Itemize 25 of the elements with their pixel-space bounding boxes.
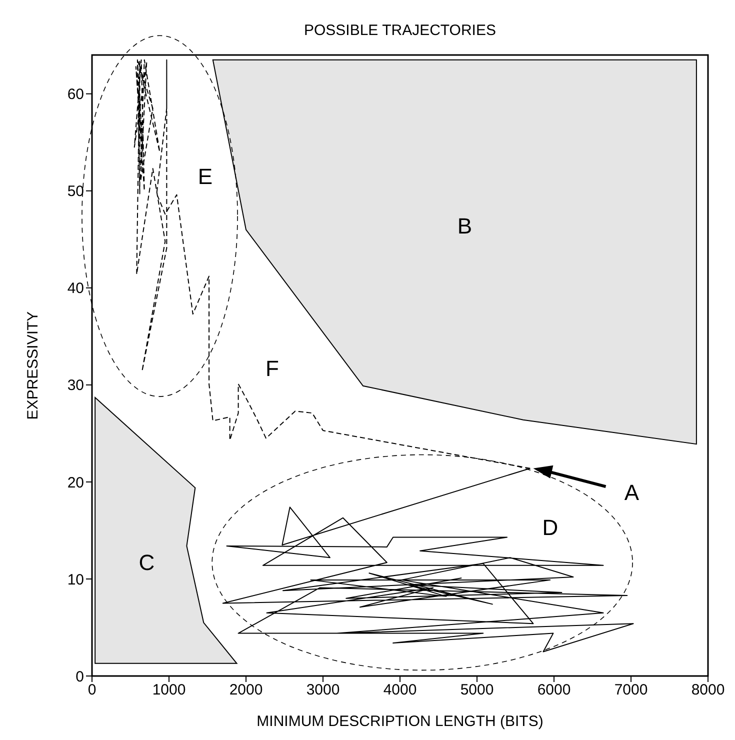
chart-title: POSSIBLE TRAJECTORIES <box>302 22 497 39</box>
annotation: D <box>542 515 558 540</box>
x-tick-label: 2000 <box>229 682 263 699</box>
y-tick-label: 20 <box>67 474 84 492</box>
x-tick-label: 1000 <box>152 682 186 699</box>
x-tick-label: 6000 <box>537 682 571 699</box>
x-axis-title: MINIMUM DESCRIPTION LENGTH (BITS) <box>256 713 544 730</box>
annotation: F <box>265 356 279 381</box>
x-tick-label: 8000 <box>691 682 725 699</box>
x-tick-label: 3000 <box>306 682 340 699</box>
y-tick-label: 60 <box>67 86 84 104</box>
annotation: C <box>138 550 155 575</box>
annotation: B <box>457 213 472 238</box>
x-tick-label: 0 <box>88 682 96 699</box>
x-tick-label: 5000 <box>460 682 494 699</box>
y-tick-label: 40 <box>67 280 84 298</box>
y-tick-label: 10 <box>67 571 84 588</box>
y-axis-title: EXPRESSIVITY <box>24 311 42 420</box>
y-tick-label: 0 <box>76 668 84 686</box>
y-tick-label: 30 <box>67 377 84 394</box>
annotation: A <box>624 480 640 506</box>
x-tick-label: 7000 <box>614 682 648 699</box>
x-tick-label: 4000 <box>383 682 417 699</box>
y-tick-label: 50 <box>67 183 84 200</box>
annotation: E <box>198 164 213 189</box>
